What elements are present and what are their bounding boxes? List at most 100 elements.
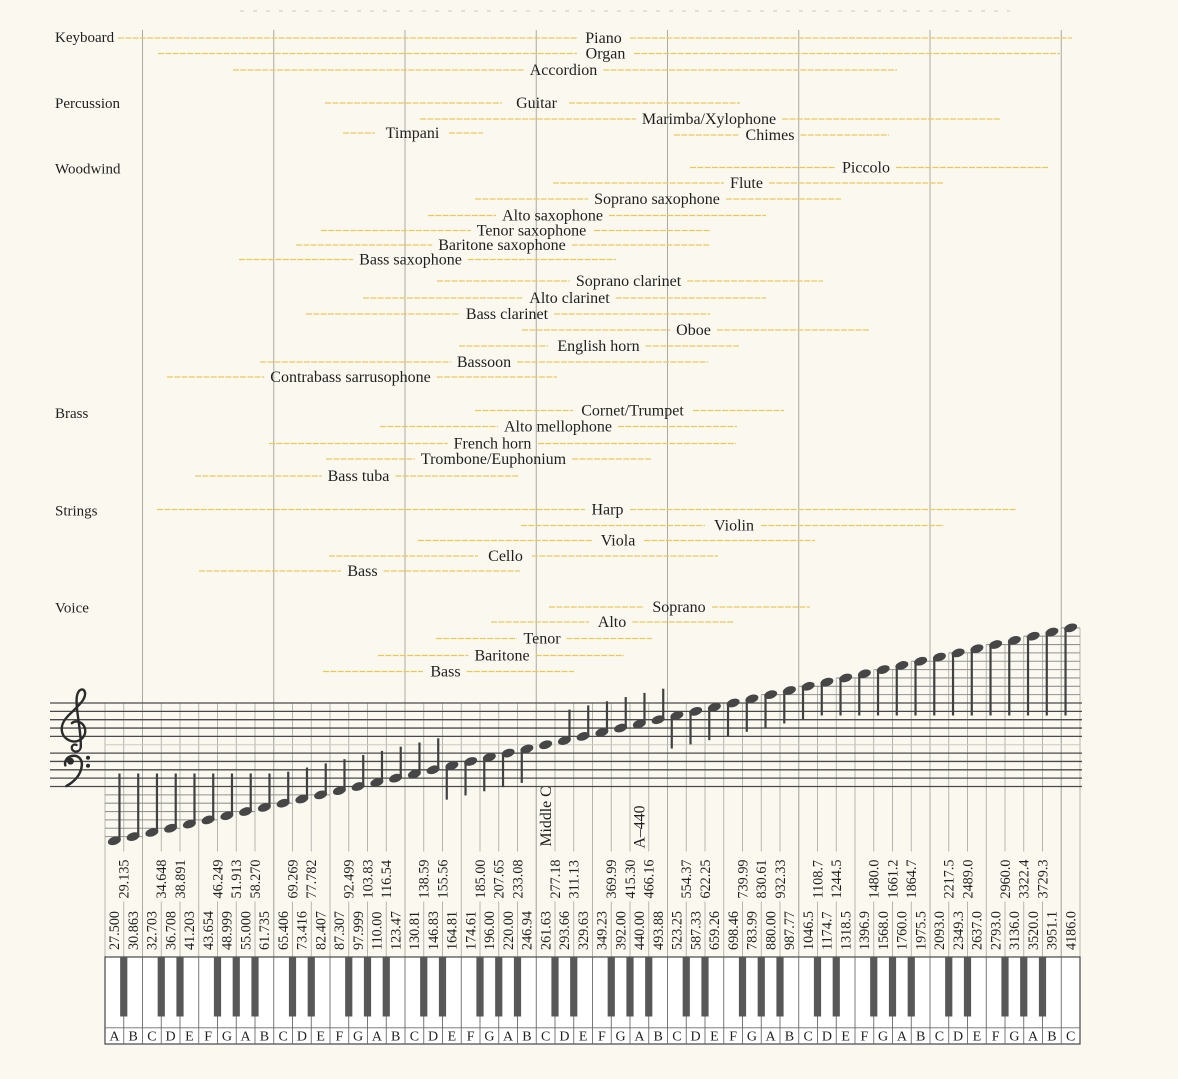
svg-text:77.782: 77.782 (304, 859, 320, 898)
svg-text:1864.7: 1864.7 (904, 859, 920, 898)
svg-text:E: E (973, 1030, 982, 1045)
svg-text:Guitar: Guitar (516, 95, 558, 112)
svg-text:B: B (128, 1030, 137, 1045)
svg-text:Viola: Viola (601, 533, 636, 550)
svg-text:Percussion: Percussion (55, 96, 120, 112)
svg-text:48.999: 48.999 (220, 911, 236, 950)
svg-text:C: C (1066, 1030, 1075, 1045)
svg-text:Oboe: Oboe (676, 322, 711, 339)
svg-text:58.270: 58.270 (248, 859, 264, 898)
svg-text:D: D (822, 1030, 832, 1045)
svg-text:G: G (353, 1030, 363, 1045)
svg-text:Organ: Organ (586, 46, 626, 63)
svg-text:2217.5: 2217.5 (942, 859, 958, 898)
svg-text:Chimes: Chimes (746, 127, 795, 144)
svg-text:Harp: Harp (592, 502, 624, 519)
svg-text:Bass clarinet: Bass clarinet (466, 306, 549, 323)
svg-text:27.500: 27.500 (107, 911, 123, 950)
svg-text:A: A (634, 1030, 645, 1045)
svg-text:55.000: 55.000 (238, 911, 254, 950)
svg-text:F: F (467, 1030, 475, 1045)
svg-text:932.33: 932.33 (773, 859, 789, 898)
svg-text:E: E (710, 1030, 719, 1045)
svg-text:F: F (335, 1030, 343, 1045)
svg-text:Trombone/Euphonium: Trombone/Euphonium (421, 451, 567, 468)
svg-text:116.54: 116.54 (379, 860, 395, 899)
svg-text:A: A (109, 1030, 120, 1045)
svg-text:A: A (372, 1030, 383, 1045)
svg-text:E: E (316, 1030, 325, 1045)
svg-text:G: G (616, 1030, 626, 1045)
svg-text:A: A (241, 1030, 252, 1045)
svg-text:Tenor: Tenor (523, 631, 561, 648)
svg-text:3136.0: 3136.0 (1007, 911, 1023, 950)
svg-text:43.654: 43.654 (201, 911, 217, 950)
svg-text:65.406: 65.406 (276, 911, 292, 950)
svg-text:261.63: 261.63 (538, 911, 554, 950)
svg-text:174.61: 174.61 (463, 911, 479, 950)
svg-text:A: A (897, 1030, 908, 1045)
svg-text:A: A (766, 1030, 777, 1045)
svg-text:1046.5: 1046.5 (801, 911, 817, 950)
svg-text:1568.0: 1568.0 (876, 911, 892, 950)
svg-text:440.00: 440.00 (632, 911, 648, 950)
svg-text:Accordion: Accordion (530, 62, 598, 79)
svg-text:D: D (297, 1030, 307, 1045)
svg-text:92.499: 92.499 (342, 859, 358, 898)
svg-text:G: G (747, 1030, 757, 1045)
svg-text:123.47: 123.47 (388, 911, 404, 950)
svg-text:349.23: 349.23 (595, 911, 611, 950)
svg-text:1975.5: 1975.5 (913, 911, 929, 950)
svg-text:Contrabass sarrusophone: Contrabass sarrusophone (270, 369, 430, 386)
svg-text:A: A (1028, 1030, 1039, 1045)
svg-text:Strings: Strings (55, 504, 98, 520)
svg-text:622.25: 622.25 (698, 859, 714, 898)
svg-text:1108.7: 1108.7 (810, 860, 826, 899)
svg-text:185.00: 185.00 (473, 859, 489, 898)
svg-text:D: D (166, 1030, 176, 1045)
svg-text:E: E (841, 1030, 850, 1045)
svg-text:F: F (598, 1030, 606, 1045)
svg-text:73.416: 73.416 (295, 911, 311, 950)
svg-text:B: B (260, 1030, 269, 1045)
svg-text:Timpani: Timpani (386, 125, 440, 142)
svg-text:3322.4: 3322.4 (1017, 859, 1033, 898)
svg-text:1396.9: 1396.9 (857, 911, 873, 950)
svg-text:Alto: Alto (598, 614, 626, 631)
svg-text:Flute: Flute (730, 175, 763, 192)
svg-text:F: F (992, 1030, 1000, 1045)
svg-text:Keyboard: Keyboard (55, 30, 115, 46)
svg-text:G: G (222, 1030, 232, 1045)
svg-text:E: E (448, 1030, 457, 1045)
svg-text:97.999: 97.999 (351, 911, 367, 950)
svg-text:329.63: 329.63 (576, 911, 592, 950)
svg-text:C: C (541, 1030, 550, 1045)
svg-text:466.16: 466.16 (642, 859, 658, 898)
svg-text:A: A (503, 1030, 514, 1045)
svg-text:155.56: 155.56 (435, 859, 451, 898)
svg-text:Violin: Violin (714, 518, 754, 535)
svg-text:1760.0: 1760.0 (895, 911, 911, 950)
svg-text:87.307: 87.307 (332, 911, 348, 950)
svg-text:D: D (953, 1030, 963, 1045)
svg-text:246.94: 246.94 (520, 911, 536, 950)
svg-text:987.77: 987.77 (782, 911, 798, 950)
svg-text:51.913: 51.913 (229, 859, 245, 898)
svg-text:B: B (391, 1030, 400, 1045)
svg-text:C: C (278, 1030, 287, 1045)
svg-text:138.59: 138.59 (417, 859, 433, 898)
svg-text:32.703: 32.703 (145, 911, 161, 950)
svg-text:2793.0: 2793.0 (988, 911, 1004, 950)
svg-text:Baritone saxophone: Baritone saxophone (438, 237, 566, 254)
svg-text:830.61: 830.61 (754, 859, 770, 898)
svg-text:110.00: 110.00 (370, 912, 386, 951)
svg-text:Bass saxophone: Bass saxophone (359, 252, 462, 269)
svg-text:415.30: 415.30 (623, 859, 639, 898)
svg-text:277.18: 277.18 (548, 859, 564, 898)
svg-text:Bass: Bass (347, 563, 377, 580)
svg-text:Middle C: Middle C (538, 786, 555, 846)
svg-text:Alto clarinet: Alto clarinet (529, 290, 610, 307)
svg-text:3520.0: 3520.0 (1026, 911, 1042, 950)
svg-text:E: E (185, 1030, 194, 1045)
svg-text:41.203: 41.203 (182, 911, 198, 950)
